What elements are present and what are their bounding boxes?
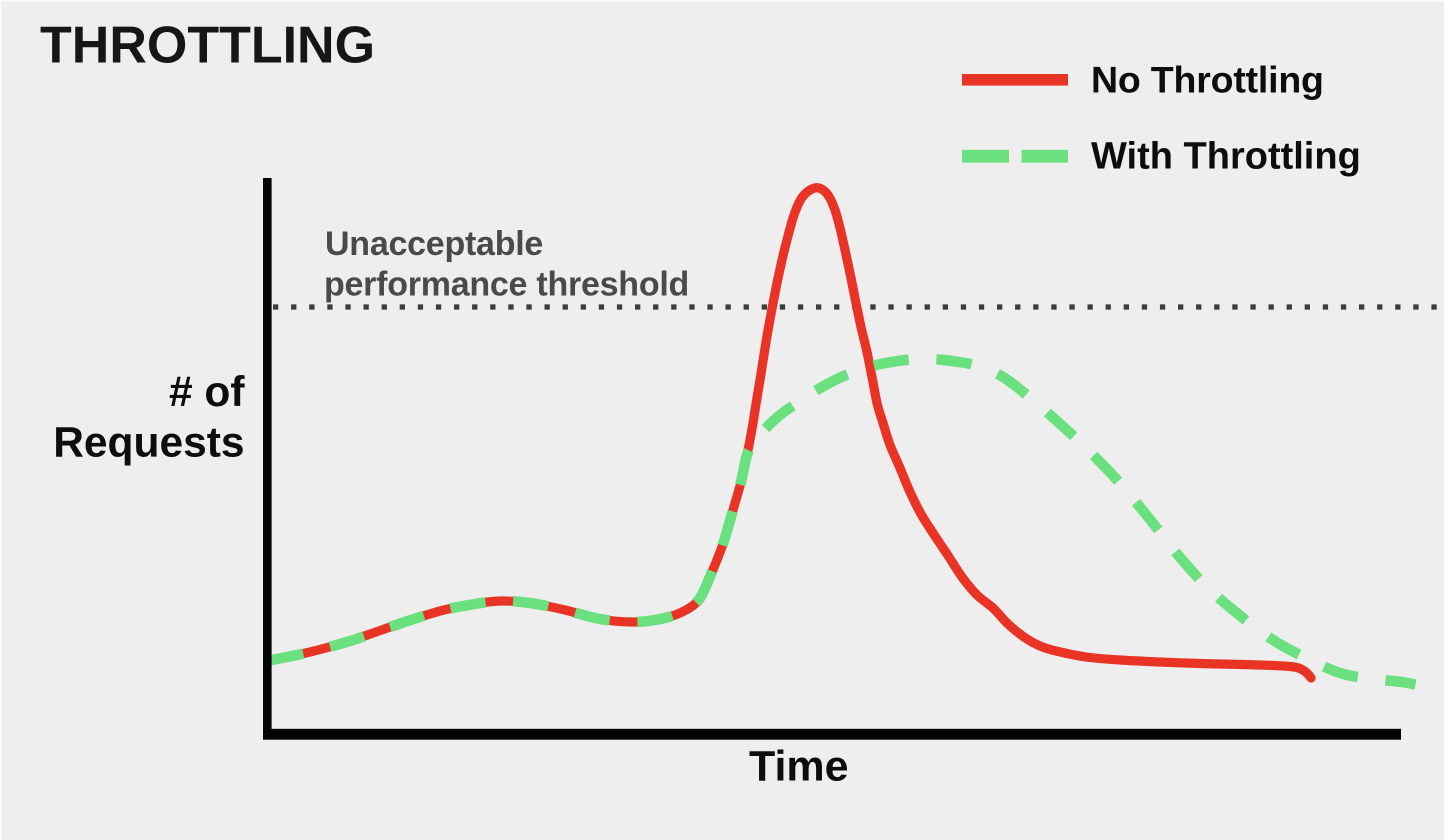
svg-text:Time: Time [749, 743, 849, 791]
svg-text:# of: # of [169, 369, 245, 416]
svg-text:No Throttling: No Throttling [1091, 59, 1324, 101]
svg-text:performance threshold: performance threshold [324, 265, 689, 303]
svg-text:With Throttling: With Throttling [1091, 136, 1361, 178]
svg-text:Requests: Requests [53, 420, 244, 467]
svg-text:THROTTLING: THROTTLING [40, 17, 375, 75]
svg-text:Unacceptable: Unacceptable [325, 225, 543, 263]
